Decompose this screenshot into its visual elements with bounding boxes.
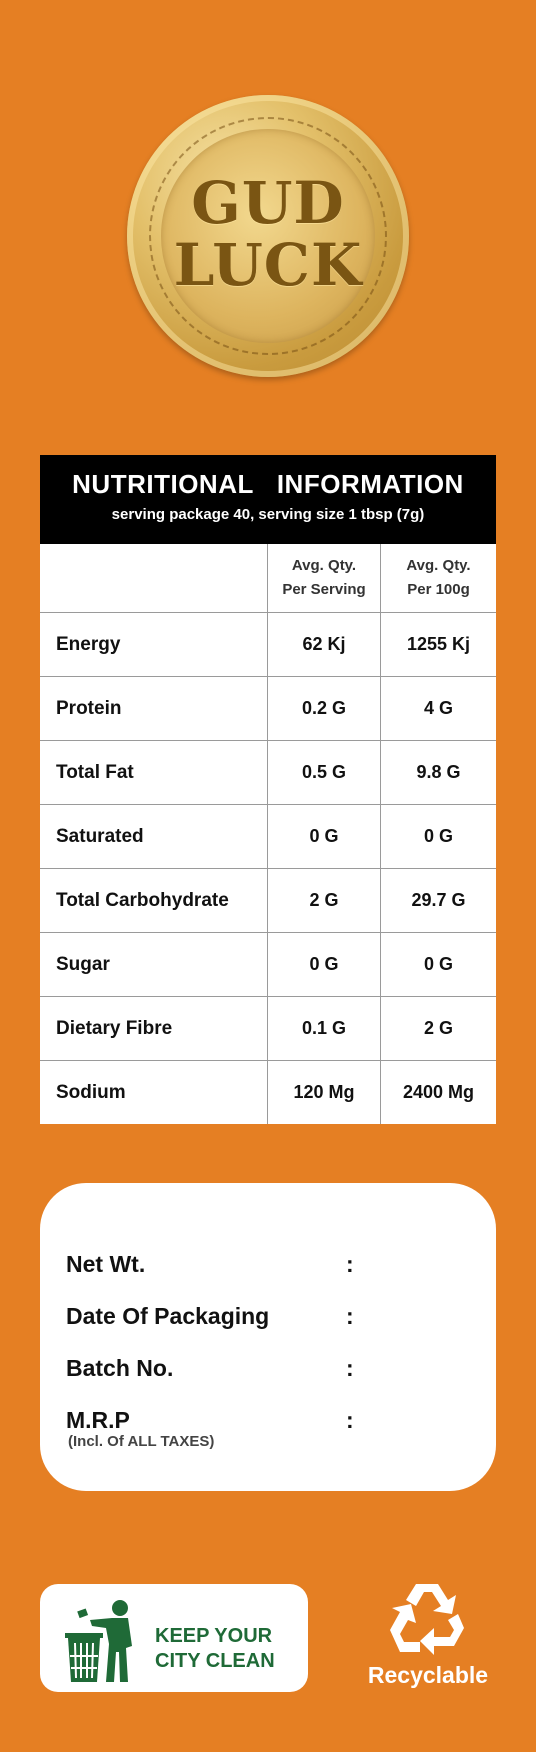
per-100g-value: 29.7 G	[411, 890, 466, 910]
package-details-card: Net Wt. : Date Of Packaging : Batch No. …	[40, 1183, 496, 1491]
mrp-row: M.R.P :	[66, 1407, 476, 1439]
table-row: Sugar 0 G 0 G	[40, 932, 496, 996]
keep-city-clean-badge: KEEP YOUR CITY CLEAN	[40, 1584, 308, 1692]
table-row: Total Fat 0.5 G 9.8 G	[40, 740, 496, 804]
per-serving-value: 2 G	[268, 869, 381, 932]
nutrition-subtitle: serving package 40, serving size 1 tbsp …	[111, 506, 425, 523]
table-row: Dietary Fibre 0.1 G 2 G	[40, 996, 496, 1060]
nutrition-title: NUTRITIONAL INFORMATION	[72, 469, 464, 499]
nutrient-label: Dietary Fibre	[40, 997, 268, 1060]
net-weight-label: Net Wt.	[66, 1251, 146, 1277]
per-serving-value: 120 Mg	[268, 1061, 381, 1124]
colon: :	[346, 1355, 354, 1381]
recycle-icon	[390, 1584, 464, 1655]
recyclable-label: Recyclable	[367, 1662, 489, 1688]
per-100g-value: 0 G	[423, 954, 453, 974]
brand-logo-coin: GUD LUCK	[127, 95, 409, 377]
tidyman-icon	[65, 1600, 132, 1682]
batch-number-row: Batch No. :	[66, 1355, 476, 1387]
nutrition-table: NUTRITIONAL INFORMATION serving package …	[40, 455, 496, 1124]
table-row: Energy 62 Kj 1255 Kj	[40, 612, 496, 676]
column-header-per-serving: Avg. Qty. Per Serving	[268, 544, 381, 612]
table-row: Saturated 0 G 0 G	[40, 804, 496, 868]
mrp-label: M.R.P	[66, 1407, 130, 1433]
logo-line-1: GUD	[191, 169, 345, 237]
nutrient-label: Energy	[40, 613, 268, 676]
colon: :	[346, 1407, 354, 1433]
per-serving-value: 0 G	[268, 933, 381, 996]
per-100g-value: 2 G	[423, 1018, 453, 1038]
per-serving-value: 62 Kj	[268, 613, 381, 676]
per-100g-value: 2400 Mg	[402, 1082, 475, 1102]
colon: :	[346, 1251, 354, 1277]
per-serving-value: 0.1 G	[268, 997, 381, 1060]
per-serving-value: 0.2 G	[268, 677, 381, 740]
nutrient-label: Sugar	[40, 933, 268, 996]
table-row: Total Carbohydrate 2 G 29.7 G	[40, 868, 496, 932]
per-100g-value: 0 G	[423, 826, 453, 846]
nutrition-header: NUTRITIONAL INFORMATION serving package …	[40, 455, 496, 544]
colon: :	[346, 1303, 354, 1329]
nutrient-label: Saturated	[40, 805, 268, 868]
table-row: Protein 0.2 G 4 G	[40, 676, 496, 740]
per-serving-value: 0 G	[268, 805, 381, 868]
nutrient-label: Total Fat	[40, 741, 268, 804]
packaging-date-row: Date Of Packaging :	[66, 1303, 476, 1335]
column-header-per-100g: Avg. Qty. Per 100g	[406, 557, 471, 598]
packaging-date-label: Date Of Packaging	[66, 1303, 270, 1329]
nutrient-label: Total Carbohydrate	[40, 869, 268, 932]
table-row: Sodium 120 Mg 2400 Mg	[40, 1060, 496, 1124]
nutrition-rows: Avg. Qty. Per Serving Avg. Qty. Per 100g…	[40, 544, 496, 1124]
net-weight-row: Net Wt. :	[66, 1251, 476, 1283]
nutrient-label: Sodium	[40, 1061, 268, 1124]
nutrient-label: Protein	[40, 677, 268, 740]
logo-line-2: LUCK	[173, 231, 363, 299]
column-header-row: Avg. Qty. Per Serving Avg. Qty. Per 100g	[40, 544, 496, 612]
per-serving-value: 0.5 G	[268, 741, 381, 804]
per-100g-value: 4 G	[423, 698, 453, 718]
batch-number-label: Batch No.	[66, 1355, 174, 1381]
per-100g-value: 1255 Kj	[406, 634, 471, 654]
per-100g-value: 9.8 G	[416, 762, 461, 782]
mrp-note: (Incl. Of ALL TAXES)	[68, 1433, 215, 1450]
keep-city-clean-text: KEEP YOUR CITY CLEAN	[155, 1625, 275, 1672]
